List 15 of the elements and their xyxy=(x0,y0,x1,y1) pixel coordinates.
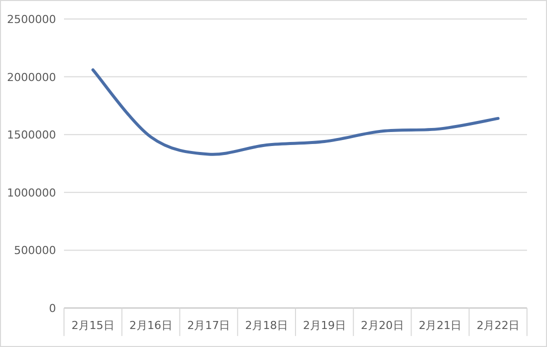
x-tick-label: 2月22日 xyxy=(476,319,520,332)
y-tick-label: 0 xyxy=(49,302,56,315)
x-tick-label: 2月18日 xyxy=(245,319,288,332)
line-series xyxy=(91,68,500,156)
y-tick-label: 1000000 xyxy=(7,186,56,200)
x-tick-label: 2月17日 xyxy=(187,319,230,332)
x-tick-label: 2月19日 xyxy=(302,319,346,332)
y-tick-label: 500000 xyxy=(14,244,56,258)
y-tick-label: 1500000 xyxy=(7,128,56,142)
x-tick-label: 2月15日 xyxy=(71,319,114,332)
x-tick-label: 2月21日 xyxy=(418,319,462,332)
y-tick-label: 2000000 xyxy=(7,70,56,84)
y-tick-label: 2500000 xyxy=(7,13,56,26)
x-tick-label: 2月20日 xyxy=(360,319,404,332)
x-tick-label: 2月16日 xyxy=(129,319,172,332)
